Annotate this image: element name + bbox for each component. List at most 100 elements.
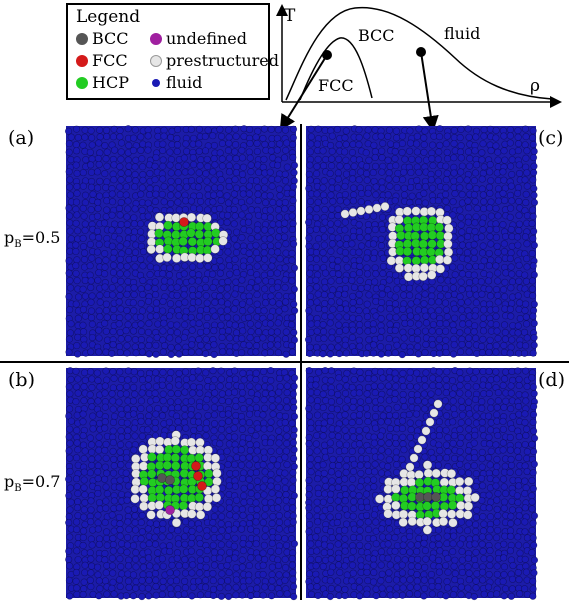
fluid-particle	[230, 190, 239, 198]
fluid-particle	[273, 328, 281, 336]
fluid-particle	[80, 255, 89, 264]
fluid-particle	[194, 183, 203, 191]
fluid-particle	[151, 197, 159, 206]
fluid-particle	[224, 327, 233, 335]
fluid-particle	[281, 126, 290, 134]
fluid-particle	[211, 298, 219, 306]
fluid-particle	[245, 298, 254, 306]
fluid-particle	[96, 298, 104, 306]
fluid-particle	[115, 298, 123, 306]
fluid-particle	[159, 307, 167, 315]
fluid-particle	[137, 146, 145, 155]
arrow-to-panel-a	[279, 54, 328, 130]
fluid-particle	[202, 292, 210, 300]
fluid-particle	[137, 320, 145, 328]
fluid-particle	[108, 211, 116, 219]
fluid-particle	[216, 204, 224, 213]
fluid-particle	[273, 146, 281, 154]
fluid-particle	[87, 314, 96, 322]
fluid-particle	[139, 176, 147, 184]
fluid-particle	[74, 333, 82, 341]
fluid-particle	[101, 270, 109, 278]
fluid-particle	[109, 341, 117, 349]
fluid-particle	[197, 341, 205, 349]
fluid-particle	[138, 348, 146, 356]
fluid-particle	[167, 350, 175, 359]
fluid-particle	[167, 177, 175, 185]
fluid-particle	[280, 233, 289, 241]
fluid-particle	[66, 277, 74, 285]
fluid-particle	[79, 305, 88, 314]
fluid-particle	[224, 126, 233, 134]
fluid-particle	[66, 183, 74, 191]
fluid-particle	[203, 313, 211, 322]
fluid-particle	[246, 154, 254, 162]
fluid-particle	[201, 147, 210, 155]
fluid-particle	[290, 328, 298, 337]
fluid-particle	[273, 269, 281, 277]
fluid-particle	[204, 126, 212, 134]
fluid-particle	[210, 213, 219, 221]
fluid-particle	[211, 161, 219, 169]
fluid-particle	[266, 235, 274, 243]
fluid-particle	[167, 184, 175, 192]
fluid-particle	[254, 233, 262, 241]
fluid-particle	[79, 328, 88, 336]
fluid-particle	[290, 169, 298, 177]
fluid-particle	[225, 168, 234, 176]
fluid-particle	[108, 198, 117, 206]
fluid-particle	[101, 283, 109, 291]
fluid-particle	[79, 182, 87, 190]
fluid-particle	[246, 320, 254, 328]
fluid-particle	[95, 160, 103, 169]
fluid-particle	[266, 168, 274, 176]
fluid-particle	[195, 169, 203, 177]
fluid-particle	[123, 306, 131, 315]
fluid-particle	[262, 199, 270, 207]
fluid-particle	[100, 219, 109, 227]
arrow-to-panel-c	[420, 51, 439, 130]
fluid-particle	[288, 341, 296, 350]
fluid-particle	[230, 220, 238, 228]
fluid-particle	[268, 182, 276, 190]
fluid-particle	[245, 341, 253, 349]
fluid-particle	[102, 327, 110, 335]
fluid-particle	[210, 327, 218, 335]
fluid-particle	[246, 197, 254, 205]
fluid-particle	[151, 291, 160, 299]
fluid-particle	[202, 170, 210, 178]
fluid-particle	[117, 139, 126, 147]
fluid-particle	[281, 219, 289, 227]
fluid-particle	[275, 292, 283, 300]
fluid-particle	[290, 264, 299, 272]
fluid-particle	[203, 155, 211, 164]
fluid-particle	[282, 298, 290, 306]
fluid-particle	[216, 149, 224, 157]
fluid-particle	[175, 184, 183, 192]
fluid-particle	[139, 276, 147, 285]
fluid-particle	[175, 312, 183, 320]
fluid-particle	[181, 262, 189, 270]
fluid-particle	[240, 204, 248, 212]
fluid-particle	[266, 320, 275, 328]
fluid-particle	[66, 284, 75, 292]
fluid-particle	[95, 348, 103, 356]
fluid-particle	[274, 248, 282, 256]
fluid-particle	[274, 319, 282, 327]
fluid-particle	[237, 285, 246, 294]
fluid-particle	[79, 169, 87, 177]
fluid-particle	[247, 168, 255, 176]
fluid-particle	[87, 206, 95, 214]
fluid-particle	[180, 154, 188, 162]
fluid-particle	[266, 214, 275, 222]
fluid-particle	[116, 133, 124, 141]
fluid-particle	[109, 254, 117, 262]
fluid-particle	[73, 211, 81, 219]
fluid-particle	[196, 162, 204, 170]
fluid-particle	[281, 276, 289, 284]
fluid-particle	[218, 162, 227, 170]
fluid-particle	[282, 240, 290, 248]
fluid-particle	[244, 218, 253, 226]
fluid-particle	[96, 291, 104, 300]
fluid-particle	[238, 146, 246, 154]
